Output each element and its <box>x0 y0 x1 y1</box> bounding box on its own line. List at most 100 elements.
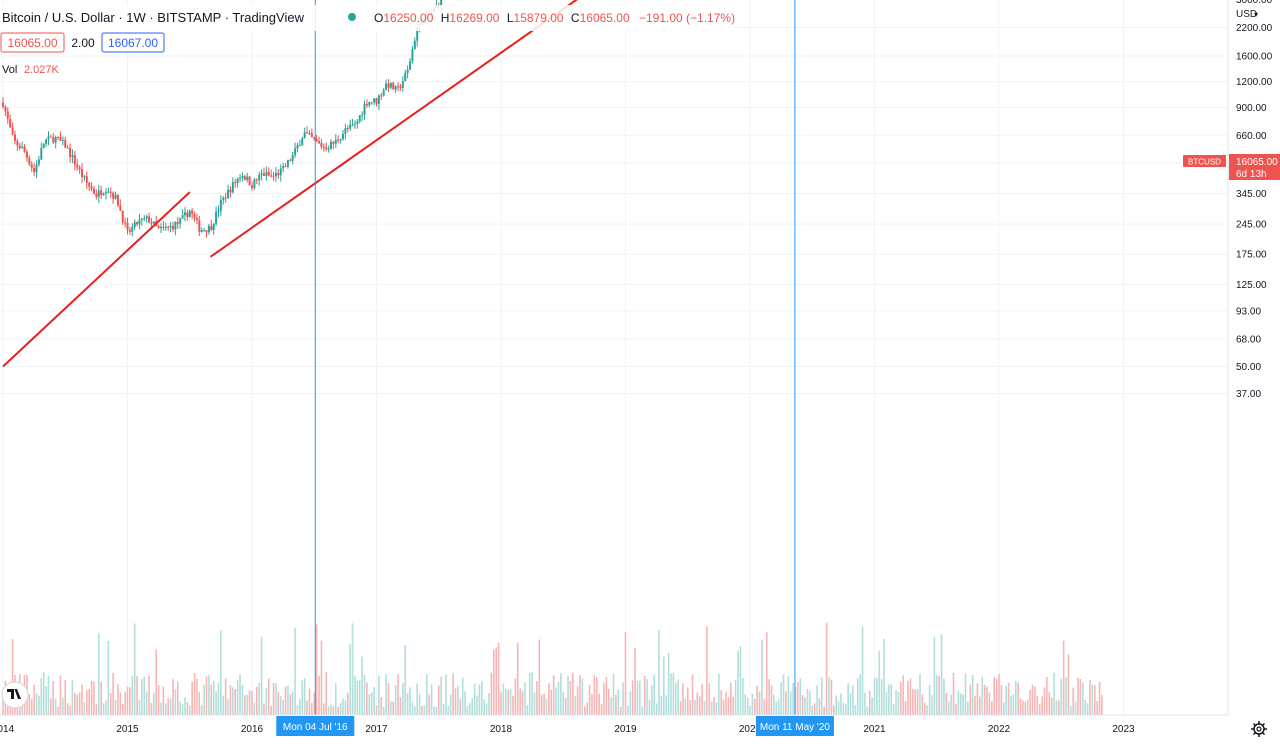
ohlc-values: O16250.00 H16269.00 L15879.00 C16065.00 … <box>374 11 735 25</box>
time-tick-label: 2019 <box>614 724 637 735</box>
volume-bar <box>172 679 174 715</box>
candle-body <box>236 178 239 183</box>
candle-body <box>291 154 294 161</box>
volume-bar <box>62 697 64 715</box>
volume-bar <box>605 676 608 715</box>
volume-bar <box>1007 682 1010 715</box>
bid-ask-row[interactable]: 16065.00 2.00 16067.00 <box>0 32 165 53</box>
volume-bar <box>742 677 744 715</box>
volume-bar <box>1062 640 1065 715</box>
candle-body <box>35 164 38 172</box>
price-tick-label: 1200.00 <box>1236 77 1273 88</box>
candle-body <box>138 219 141 225</box>
chevron-down-icon[interactable]: ▾ <box>1254 10 1258 19</box>
volume-bar <box>366 682 368 715</box>
candle-body <box>239 177 242 179</box>
volume-bar <box>904 700 907 715</box>
candle-body <box>186 212 189 218</box>
volume-bar <box>272 683 275 715</box>
volume-bar <box>533 692 536 715</box>
volume-bar <box>593 675 596 715</box>
price-scale[interactable]: USD ▾ 68000.0050500.0036500.0026500.0019… <box>1227 0 1280 715</box>
volume-bar <box>165 703 167 715</box>
candle-body <box>277 172 280 176</box>
volume-bar <box>155 649 158 715</box>
volume-bar <box>430 684 433 715</box>
volume-bar <box>198 691 201 715</box>
volume-bar <box>557 681 560 715</box>
volume-bar <box>1046 676 1048 715</box>
volume-bar <box>497 642 500 715</box>
symbol-title[interactable]: Bitcoin / U.S. Dollar · 1W · BITSTAMP · … <box>2 10 305 25</box>
buy-price[interactable]: 16067.00 <box>108 36 158 50</box>
tradingview-logo[interactable] <box>1 681 29 709</box>
volume-bar <box>878 650 881 715</box>
volume-bar <box>775 701 778 715</box>
volume-bar <box>1010 696 1012 715</box>
volume-bar <box>770 685 773 715</box>
candle-body <box>57 137 60 139</box>
candle-body <box>37 159 40 165</box>
volume-bar <box>160 702 162 715</box>
candle-body <box>406 69 409 73</box>
volume-bar <box>109 693 112 715</box>
candle-body <box>116 194 119 206</box>
candle-body <box>337 139 340 141</box>
candle-body <box>145 216 148 219</box>
volume-bar <box>909 678 912 715</box>
candle-body <box>16 140 19 146</box>
volume-bar <box>117 684 119 715</box>
candle-body <box>25 151 28 158</box>
volume-bar <box>121 703 124 715</box>
candle-body <box>440 0 443 8</box>
volume-bar <box>849 693 852 715</box>
candle-body <box>332 141 335 144</box>
volume-bar <box>229 685 232 715</box>
volume-bar <box>825 622 828 715</box>
candle-body <box>207 225 210 233</box>
candle-body <box>140 218 143 220</box>
volume-bar <box>974 695 976 715</box>
volume-bar <box>296 705 299 715</box>
volume-bar <box>1041 696 1043 715</box>
volume-bar <box>478 684 481 715</box>
sell-price[interactable]: 16065.00 <box>7 36 57 50</box>
volume-legend[interactable]: Vol 2.027K <box>2 64 60 76</box>
volume-bar <box>40 678 43 715</box>
volume-bar <box>1043 687 1046 715</box>
volume-bar <box>421 705 423 715</box>
volume-bar <box>476 695 478 715</box>
volume-bar <box>148 675 150 715</box>
volume-bar <box>488 692 490 715</box>
volume-bar <box>651 685 653 715</box>
candle-body <box>401 81 404 88</box>
volume-bar <box>445 674 447 715</box>
sell-price-box[interactable] <box>0 32 65 53</box>
volume-bar <box>710 701 713 715</box>
candle-body <box>215 211 218 225</box>
candle-body <box>21 146 24 149</box>
volume-bar <box>868 690 871 715</box>
gear-icon[interactable] <box>1251 721 1267 737</box>
volume-bar <box>301 680 304 715</box>
candle-body <box>169 226 172 228</box>
volume-bar <box>119 692 122 715</box>
currency-label[interactable]: USD <box>1236 9 1257 20</box>
time-axis[interactable]: 2014 2015 2016 2017 2018 2019 2020 2021 2022 2023… <box>0 714 1280 745</box>
price-tick-label: 125.00 <box>1236 280 1267 291</box>
chart-legend[interactable]: Bitcoin / U.S. Dollar · 1W · BITSTAMP · … <box>0 5 735 31</box>
volume-bar <box>598 693 600 715</box>
volume-bar <box>646 679 648 715</box>
volume-bar <box>787 676 790 715</box>
time-marker-box <box>755 716 834 736</box>
volume-bar <box>354 675 356 715</box>
candle-body <box>167 226 170 228</box>
volume-bar <box>976 683 979 715</box>
candle-body <box>227 189 230 199</box>
candle-body <box>308 133 311 135</box>
candle-body <box>133 221 136 228</box>
volume-bar <box>356 680 359 715</box>
volume-bar <box>454 688 457 715</box>
buy-price-box[interactable] <box>101 32 165 53</box>
